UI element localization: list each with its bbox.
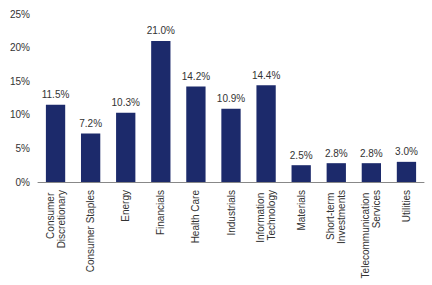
svg-text:2.8%: 2.8% (360, 148, 383, 159)
svg-text:10.3%: 10.3% (112, 97, 140, 108)
svg-text:15%: 15% (10, 76, 30, 87)
svg-text:Discretionary: Discretionary (56, 190, 67, 248)
svg-text:10.9%: 10.9% (217, 93, 245, 104)
svg-text:Energy: Energy (120, 190, 131, 222)
svg-text:25%: 25% (10, 9, 30, 20)
svg-text:Technology: Technology (266, 190, 277, 241)
svg-text:20%: 20% (10, 42, 30, 53)
svg-text:Utilities: Utilities (401, 190, 412, 222)
svg-text:14.2%: 14.2% (182, 71, 210, 82)
svg-text:2.5%: 2.5% (290, 150, 313, 161)
svg-text:Services: Services (371, 190, 382, 228)
svg-text:3.0%: 3.0% (395, 146, 418, 157)
svg-text:Information: Information (255, 190, 266, 243)
svg-text:Short-term: Short-term (325, 190, 336, 240)
svg-text:5%: 5% (16, 143, 31, 154)
svg-text:11.5%: 11.5% (42, 89, 70, 100)
svg-text:7.2%: 7.2% (79, 118, 102, 129)
svg-text:Consumer Staples: Consumer Staples (85, 190, 96, 272)
svg-text:Telecommunication: Telecommunication (360, 190, 371, 278)
svg-text:21.0%: 21.0% (147, 25, 175, 36)
svg-text:Financials: Financials (155, 190, 166, 235)
svg-text:Materials: Materials (296, 190, 307, 231)
svg-text:Investments: Investments (336, 190, 347, 244)
svg-text:Consumer: Consumer (45, 190, 56, 239)
svg-text:0%: 0% (16, 177, 31, 188)
svg-text:Health Care: Health Care (190, 190, 201, 244)
svg-text:14.4%: 14.4% (252, 70, 280, 81)
svg-text:2.8%: 2.8% (325, 148, 348, 159)
svg-text:Industrials: Industrials (226, 190, 237, 236)
svg-text:10%: 10% (10, 109, 30, 120)
